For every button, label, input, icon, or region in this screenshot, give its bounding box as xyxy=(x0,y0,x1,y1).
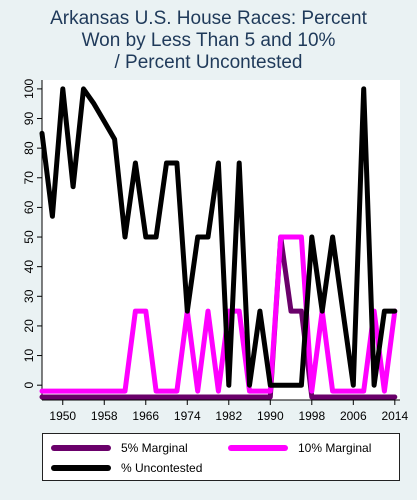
y-tick-label-30: 30 xyxy=(22,289,36,303)
x-tick-label-2006: 2006 xyxy=(340,409,367,423)
legend-label-uncontested: % Uncontested xyxy=(121,461,203,475)
y-tick-label-10: 10 xyxy=(22,349,36,363)
y-tick-label-90: 90 xyxy=(22,112,36,126)
chart-title-line-3: / Percent Uncontested xyxy=(114,52,303,73)
x-tick-label-1974: 1974 xyxy=(174,409,201,423)
legend-swatch-10pct xyxy=(228,445,288,451)
x-tick-label-1958: 1958 xyxy=(91,409,118,423)
legend-swatch-uncontested xyxy=(51,465,111,471)
y-tick-label-0: 0 xyxy=(22,382,36,389)
y-tick-label-20: 20 xyxy=(22,319,36,333)
chart-title-line-2: Won by Less Than 5 and 10% xyxy=(81,30,336,51)
legend-item-uncontested: % Uncontested xyxy=(51,461,202,475)
y-tick-label-50: 50 xyxy=(22,230,36,244)
y-tick-label-100: 100 xyxy=(22,79,36,99)
y-tick-label-60: 60 xyxy=(22,200,36,214)
x-tick-label-1950: 1950 xyxy=(49,409,76,423)
x-tick-label-1990: 1990 xyxy=(257,409,284,423)
chart-title-line-1: Arkansas U.S. House Races: Percent xyxy=(50,8,367,29)
legend-item-10pct: 10% Marginal xyxy=(228,441,371,455)
series-line-10-marginal xyxy=(39,234,398,394)
y-tick-label-70: 70 xyxy=(22,171,36,185)
legend-label-5pct: 5% Marginal xyxy=(121,441,188,455)
legend-label-10pct: 10% Marginal xyxy=(298,441,372,455)
series-line-uncontested xyxy=(39,86,398,388)
chart-title: Arkansas U.S. House Races: Percent Won b… xyxy=(0,8,417,74)
legend-swatch-5pct xyxy=(51,445,111,451)
x-tick-label-1982: 1982 xyxy=(215,409,242,423)
y-tick-label-40: 40 xyxy=(22,260,36,274)
y-tick-label-80: 80 xyxy=(22,141,36,155)
x-tick-label-2014: 2014 xyxy=(381,409,408,423)
x-tick-label-1998: 1998 xyxy=(298,409,325,423)
legend: 5% Marginal 10% Marginal % Uncontested xyxy=(42,433,400,481)
series-line-5-marginal xyxy=(39,234,398,400)
legend-item-5pct: 5% Marginal xyxy=(51,441,188,455)
x-tick-label-1966: 1966 xyxy=(132,409,159,423)
